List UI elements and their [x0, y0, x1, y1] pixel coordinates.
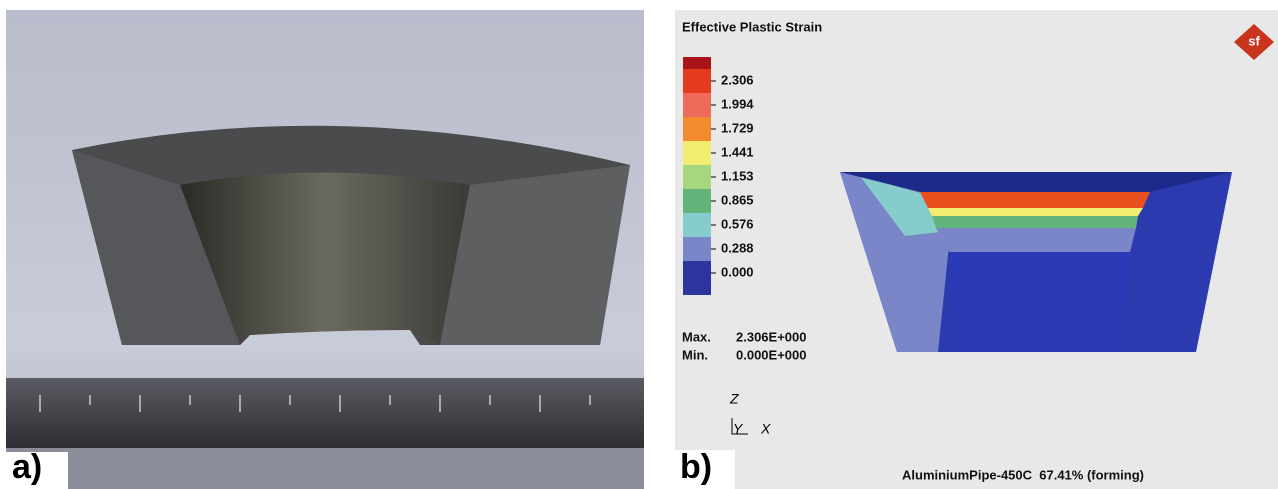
legend-label: 0.000	[721, 264, 754, 279]
title: Effective Plastic Strain	[682, 19, 822, 34]
legend-label: 1.994	[721, 96, 754, 111]
max-value: 2.306E+000	[736, 329, 806, 344]
legend-label: 0.288	[721, 240, 754, 255]
photo	[6, 10, 644, 489]
color-bar	[683, 57, 711, 295]
max-label: Max.	[682, 329, 711, 344]
panel-label: b)	[680, 448, 712, 486]
legend-label: 1.441	[721, 144, 754, 159]
legend-label: 1.153	[721, 168, 754, 183]
panel-label: a)	[12, 448, 42, 486]
axis-y: Y	[733, 421, 744, 437]
legend-label: 0.576	[721, 216, 754, 231]
pipe-model	[840, 172, 1232, 352]
legend-label: 1.729	[721, 120, 754, 135]
axis-z: Z	[729, 391, 739, 407]
axis-icon	[731, 418, 748, 435]
legend-label: 2.306	[721, 72, 754, 87]
footer: AluminiumPipe-450C 67.41% (forming)	[902, 467, 1144, 482]
logo: sf	[1234, 24, 1274, 60]
logo-text: sf	[1248, 33, 1260, 48]
axis-x: X	[760, 421, 771, 437]
min-value: 0.000E+000	[736, 347, 806, 362]
min-label: Min.	[682, 347, 708, 362]
legend-label: 0.865	[721, 192, 754, 207]
